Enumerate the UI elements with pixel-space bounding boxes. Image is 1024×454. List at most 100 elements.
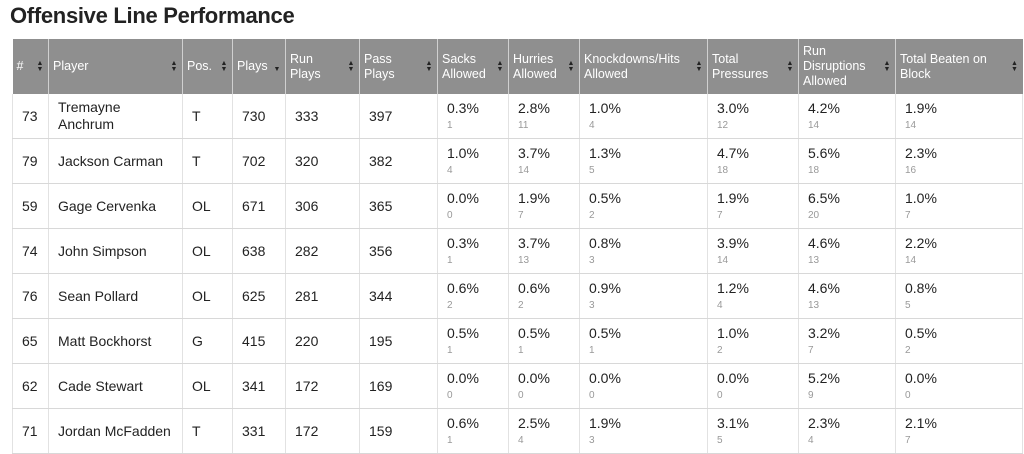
cell-percentage: 1.3%	[589, 145, 621, 161]
cell-count: 4	[808, 435, 814, 446]
column-header-run-plays[interactable]: Run Plays ▲ ▼	[285, 39, 360, 94]
cell-count: 11	[518, 120, 529, 131]
cell-count: 1	[518, 345, 524, 356]
table-row: 79 Jackson Carman T 702 320 382 1.0% 4 3.7% 14 1.3…	[12, 138, 1023, 184]
cell-count: 2	[518, 300, 524, 311]
sort-arrows-icon[interactable]: ▲ ▼	[347, 59, 355, 73]
cell-pass-plays: 169	[359, 363, 438, 409]
cell-run-disruptions: 5.2% 9	[798, 363, 896, 409]
cell-knockdowns: 0.9% 3	[579, 273, 708, 319]
cell-percentage: 4.6%	[808, 280, 840, 296]
cell-count: 5	[589, 165, 595, 176]
sort-arrows-icon[interactable]: ▲ ▼	[786, 59, 794, 73]
cell-run-disruptions: 3.2% 7	[798, 318, 896, 364]
column-header-beaten[interactable]: Total Beaten on Block ▲ ▼	[895, 39, 1023, 94]
column-header-plays[interactable]: Plays ▲▼	[232, 39, 286, 94]
cell-pressures: 1.9% 7	[707, 183, 799, 229]
cell-num: 62	[12, 363, 49, 409]
cell-pos: T	[182, 408, 233, 454]
cell-beaten: 0.8% 5	[895, 273, 1023, 319]
cell-percentage: 0.5%	[589, 190, 621, 206]
column-header-num[interactable]: # ▲ ▼	[12, 39, 49, 94]
cell-num: 73	[12, 94, 49, 139]
cell-player: Gage Cervenka	[48, 183, 183, 229]
table-body: 73 Tremayne Anchrum T 730 333 397 0.3% 1 2.8% 11 1…	[12, 94, 1023, 454]
column-header-pressures[interactable]: Total Pressures ▲ ▼	[707, 39, 799, 94]
cell-count: 4	[717, 300, 723, 311]
cell-num: 65	[12, 318, 49, 364]
cell-percentage: 1.0%	[717, 325, 749, 341]
cell-pos: G	[182, 318, 233, 364]
cell-pressures: 3.1% 5	[707, 408, 799, 454]
cell-run-disruptions: 5.6% 18	[798, 138, 896, 184]
cell-percentage: 0.0%	[447, 370, 479, 386]
table-row: 73 Tremayne Anchrum T 730 333 397 0.3% 1 2.8% 11 1…	[12, 94, 1023, 139]
table-row: 74 John Simpson OL 638 282 356 0.3% 1 3.7% 13 0.8%…	[12, 228, 1023, 274]
cell-player: Cade Stewart	[48, 363, 183, 409]
column-header-label: Plays	[237, 59, 268, 73]
cell-run-disruptions: 6.5% 20	[798, 183, 896, 229]
cell-plays: 671	[232, 183, 286, 229]
cell-pressures: 0.0% 0	[707, 363, 799, 409]
column-header-knockdowns[interactable]: Knockdowns/Hits Allowed ▲ ▼	[579, 39, 708, 94]
sort-arrows-icon[interactable]: ▲ ▼	[883, 59, 891, 73]
cell-knockdowns: 0.0% 0	[579, 363, 708, 409]
cell-beaten: 1.9% 14	[895, 94, 1023, 139]
cell-percentage: 1.0%	[589, 100, 621, 116]
cell-pass-plays: 356	[359, 228, 438, 274]
sort-arrows-icon[interactable]: ▲ ▼	[36, 59, 44, 73]
cell-count: 0	[905, 390, 911, 401]
cell-percentage: 5.6%	[808, 145, 840, 161]
cell-pressures: 1.2% 4	[707, 273, 799, 319]
cell-sacks: 0.6% 1	[437, 408, 509, 454]
cell-count: 7	[518, 210, 524, 221]
column-header-label: #	[16, 59, 24, 73]
cell-percentage: 0.3%	[447, 100, 479, 116]
sort-arrows-icon[interactable]: ▲ ▼	[496, 59, 504, 73]
cell-percentage: 0.5%	[589, 325, 621, 341]
column-header-hurries[interactable]: Hurries Allowed ▲ ▼	[508, 39, 580, 94]
cell-pass-plays: 365	[359, 183, 438, 229]
cell-sacks: 0.0% 0	[437, 183, 509, 229]
cell-player: Jackson Carman	[48, 138, 183, 184]
table-row: 65 Matt Bockhorst G 415 220 195 0.5% 1 0.5% 1 0.5%…	[12, 318, 1023, 364]
cell-percentage: 3.0%	[717, 100, 749, 116]
cell-percentage: 6.5%	[808, 190, 840, 206]
cell-percentage: 0.0%	[589, 370, 621, 386]
cell-run-plays: 172	[285, 408, 360, 454]
column-header-sacks[interactable]: Sacks Allowed ▲ ▼	[437, 39, 509, 94]
sort-arrows-icon[interactable]: ▲ ▼	[170, 59, 178, 73]
cell-percentage: 1.9%	[518, 190, 550, 206]
column-header-run-disruptions[interactable]: Run Disruptions Allowed ▲ ▼	[798, 39, 896, 94]
column-header-pass-plays[interactable]: Pass Plays ▲ ▼	[359, 39, 438, 94]
cell-percentage: 0.6%	[447, 415, 479, 431]
cell-percentage: 0.0%	[447, 190, 479, 206]
cell-count: 4	[518, 435, 524, 446]
cell-count: 2	[717, 345, 723, 356]
column-header-player[interactable]: Player ▲ ▼	[48, 39, 183, 94]
cell-count: 0	[717, 390, 723, 401]
column-header-pos[interactable]: Pos. ▲ ▼	[182, 39, 233, 94]
cell-pass-plays: 195	[359, 318, 438, 364]
table-row: 62 Cade Stewart OL 341 172 169 0.0% 0 0.0% 0 0.0% 0…	[12, 363, 1023, 409]
cell-count: 0	[589, 390, 595, 401]
cell-knockdowns: 1.0% 4	[579, 94, 708, 139]
cell-percentage: 0.6%	[518, 280, 550, 296]
sort-arrows-icon[interactable]: ▲ ▼	[1011, 59, 1018, 73]
cell-count: 20	[808, 210, 820, 221]
sort-arrows-icon[interactable]: ▲ ▼	[567, 59, 575, 73]
sort-arrows-icon[interactable]: ▲ ▼	[220, 59, 228, 73]
cell-run-plays: 281	[285, 273, 360, 319]
sort-arrows-icon[interactable]: ▲ ▼	[425, 59, 433, 73]
cell-percentage: 4.7%	[717, 145, 749, 161]
cell-pressures: 3.0% 12	[707, 94, 799, 139]
page-title: Offensive Line Performance	[10, 3, 295, 28]
sort-arrows-icon[interactable]: ▲ ▼	[695, 59, 703, 73]
sort-desc-icon[interactable]: ▲▼	[273, 65, 281, 73]
cell-percentage: 2.5%	[518, 415, 550, 431]
cell-percentage: 2.3%	[905, 145, 937, 161]
cell-run-plays: 306	[285, 183, 360, 229]
cell-beaten: 2.2% 14	[895, 228, 1023, 274]
cell-percentage: 3.9%	[717, 235, 749, 251]
cell-count: 12	[717, 120, 729, 131]
